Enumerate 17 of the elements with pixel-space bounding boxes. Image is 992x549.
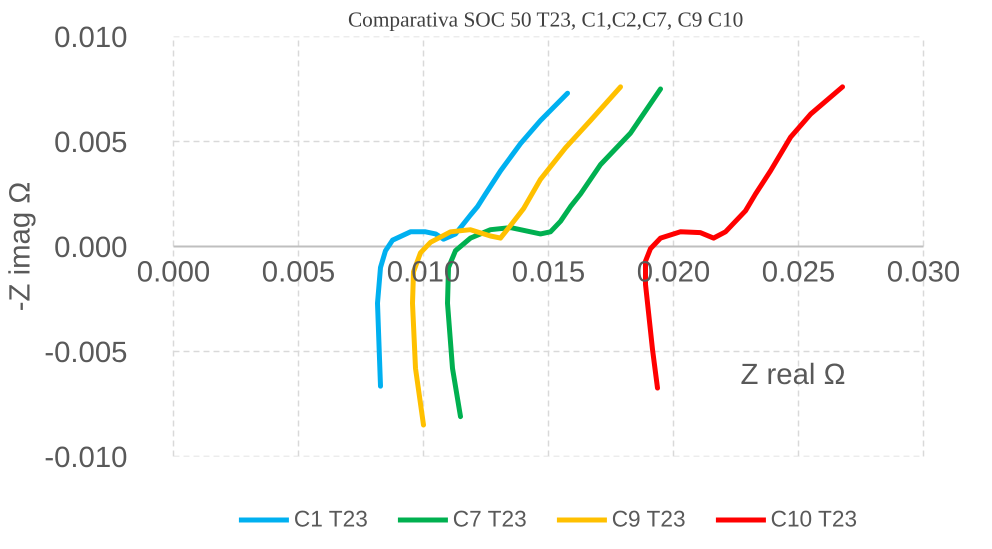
y-tick-label: -0.010	[44, 441, 128, 474]
y-tick-label: 0.005	[54, 126, 128, 159]
x-tick-label: 0.025	[762, 256, 836, 288]
x-tick-label: 0.015	[512, 256, 586, 288]
x-tick-label: 0.005	[262, 256, 336, 288]
y-tick-label: -0.005	[44, 336, 128, 369]
x-tick-label: 0.030	[886, 256, 960, 288]
y-tick-label: 0.010	[54, 21, 128, 54]
y-axis-title: -Z imag Ω	[3, 182, 36, 312]
legend-label: C7 T23	[452, 506, 527, 532]
legend-label: C10 T23	[770, 506, 858, 532]
x-axis-title: Z real Ω	[740, 358, 846, 392]
legend-label: C9 T23	[612, 506, 686, 532]
y-tick-label: 0.000	[54, 231, 128, 264]
legend-label: C1 T23	[294, 506, 368, 532]
chart-title: Comparativa SOC 50 T23, C1,C2,C7, C9 C10	[348, 8, 744, 32]
x-tick-label: 0.000	[136, 256, 210, 288]
